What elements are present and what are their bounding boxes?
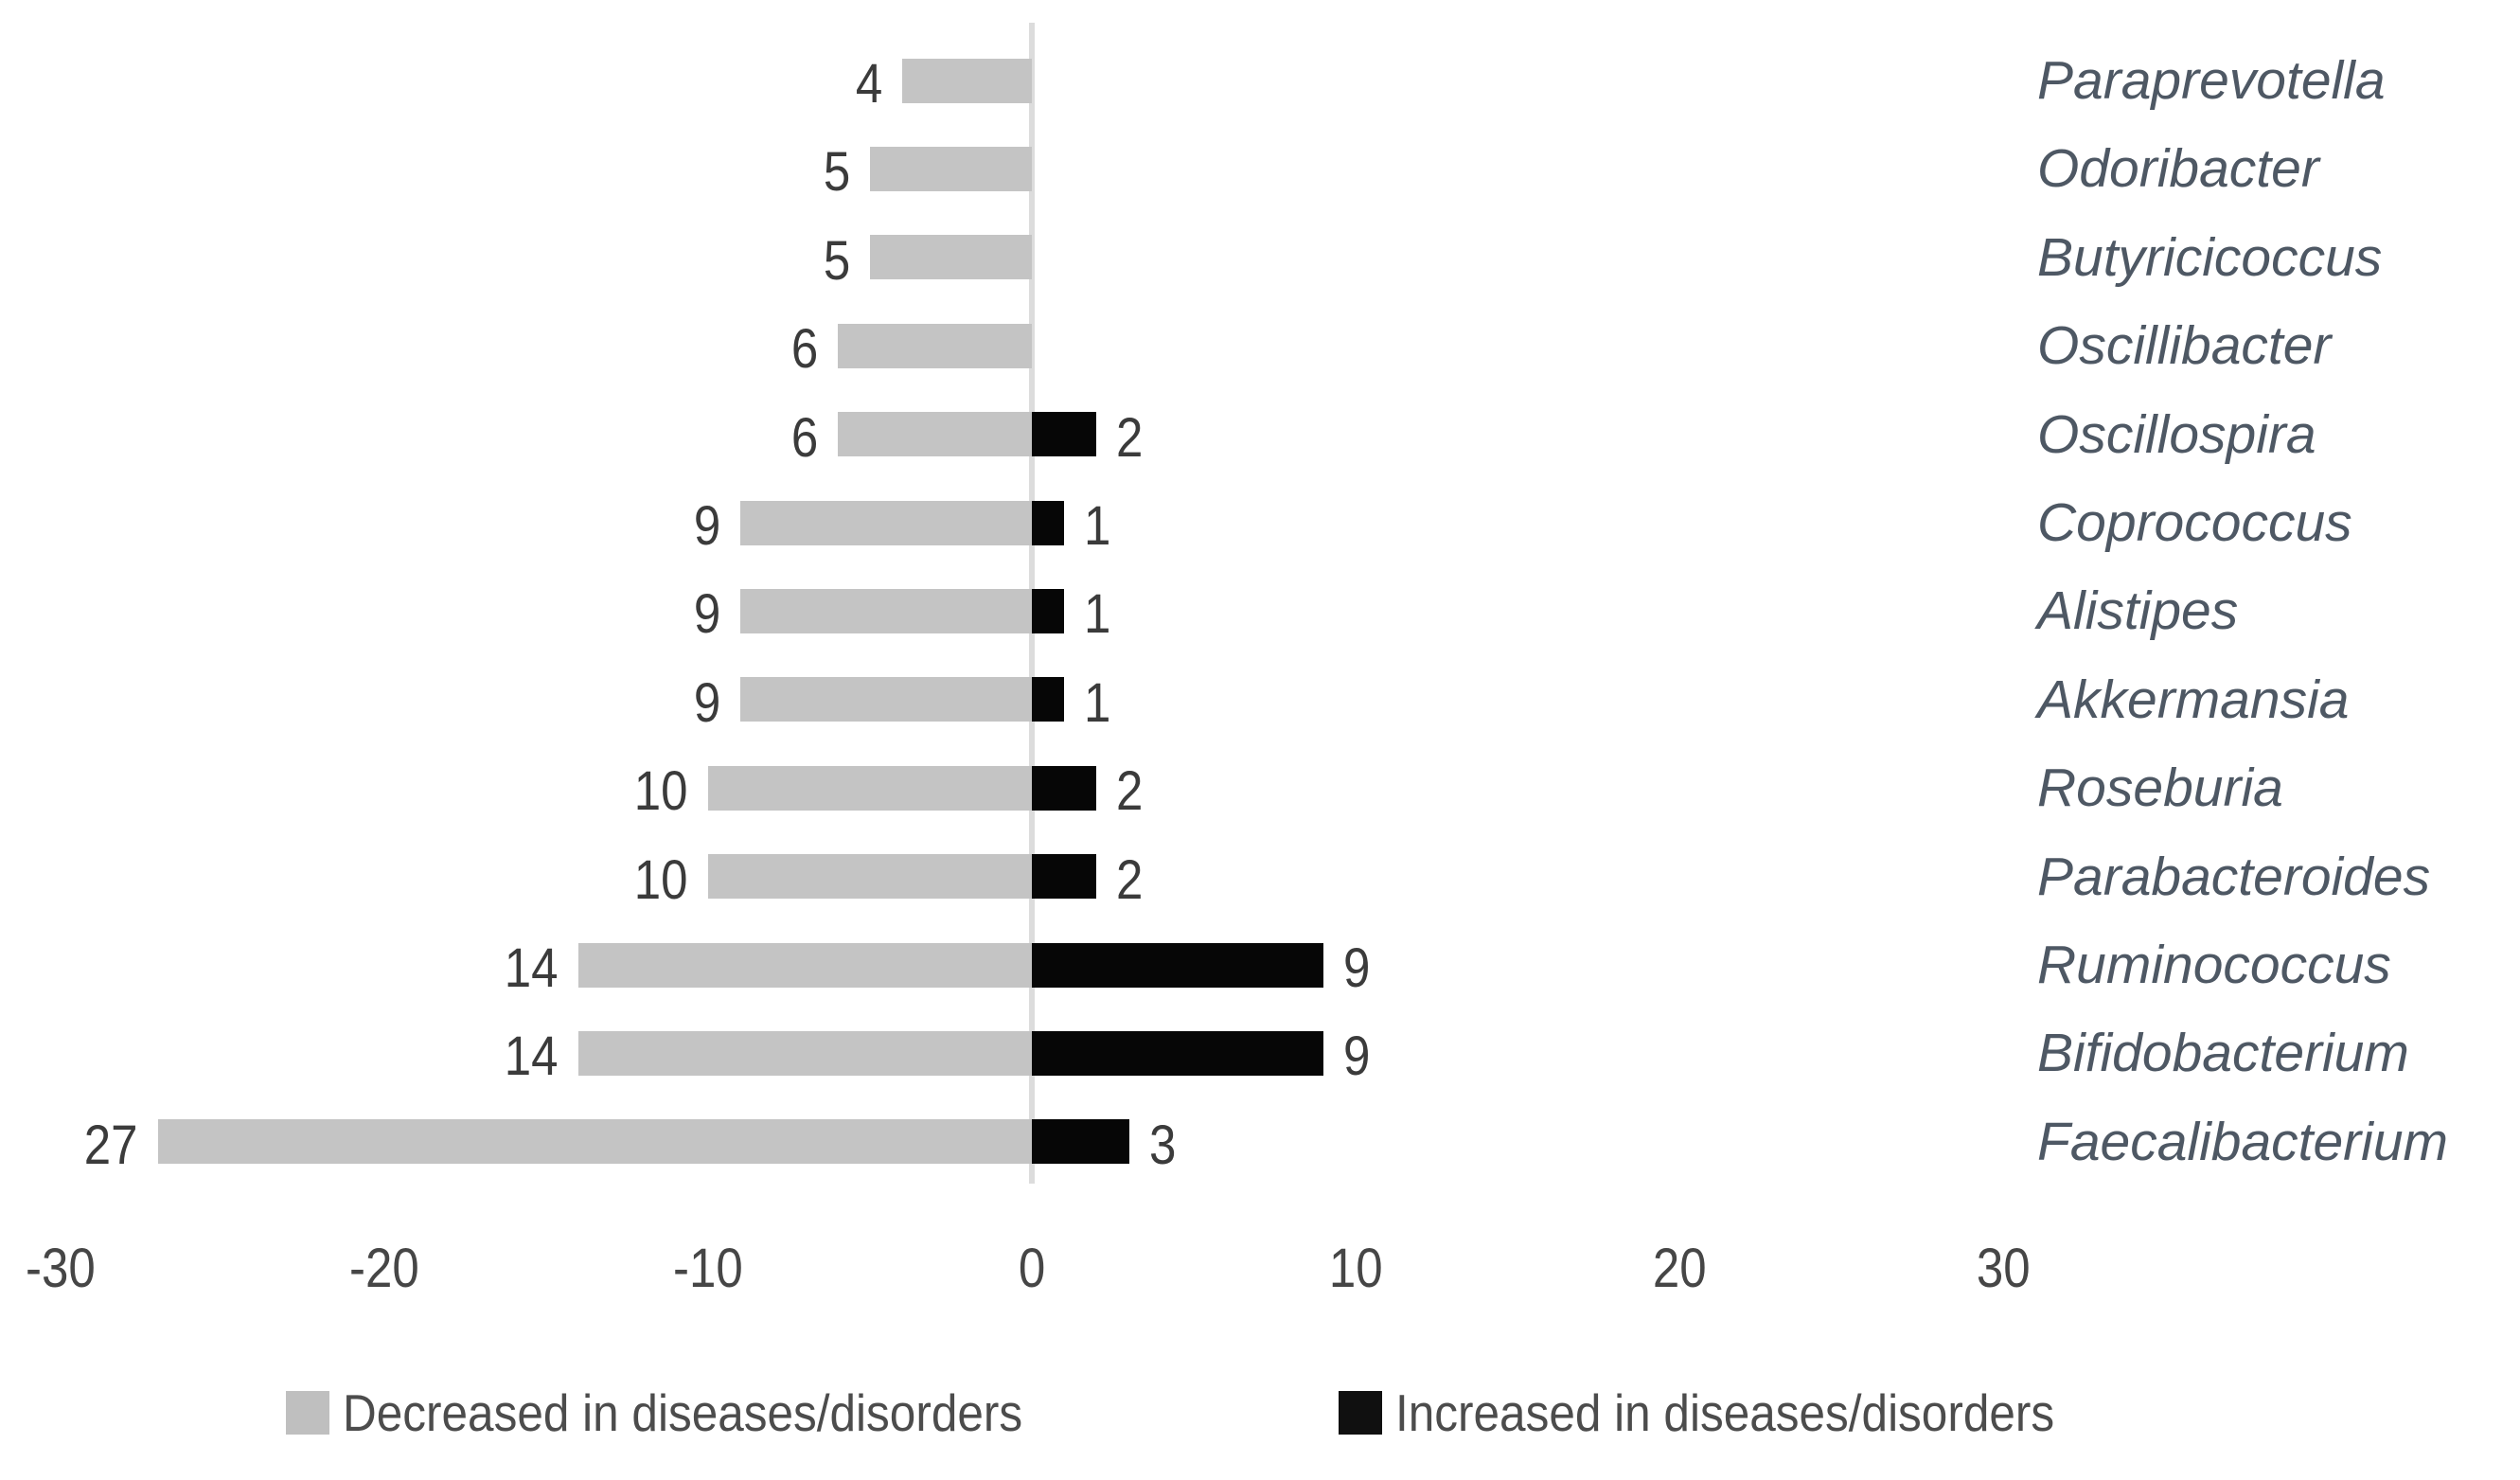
increased-value-label: 2 — [1116, 849, 1144, 911]
decreased-bar — [708, 854, 1032, 899]
increased-value-label: 1 — [1084, 583, 1111, 645]
legend-label-decreased: Decreased in diseases/disorders — [343, 1383, 1023, 1442]
increased-swatch-icon — [1339, 1391, 1382, 1435]
decreased-value-label: 10 — [634, 849, 688, 911]
category-label: Coprococcus — [2037, 492, 2352, 553]
decreased-value-label: 4 — [855, 53, 882, 115]
decreased-value-label: 5 — [823, 141, 850, 203]
increased-value-label: 2 — [1116, 760, 1144, 822]
increased-bar — [1032, 1031, 1323, 1076]
category-label: Paraprevotella — [2037, 50, 2386, 111]
category-label: Oscillospira — [2037, 404, 2316, 465]
increased-bar — [1032, 412, 1096, 456]
decreased-bar — [838, 324, 1032, 368]
decreased-bar — [578, 1031, 1032, 1076]
category-label: Parabacteroides — [2037, 847, 2431, 907]
increased-bar — [1032, 589, 1064, 633]
category-label: Oscillibacter — [2037, 315, 2332, 376]
decreased-value-label: 6 — [790, 318, 818, 380]
decreased-bar — [740, 501, 1032, 545]
decreased-value-label: 9 — [693, 583, 720, 645]
category-label: Akkermansia — [2037, 669, 2350, 730]
decreased-bar — [902, 59, 1032, 103]
increased-value-label: 1 — [1084, 495, 1111, 557]
legend-item-decreased: Decreased in diseases/disorders — [286, 1384, 1098, 1441]
x-axis-tick-label: 20 — [1652, 1238, 1707, 1299]
increased-bar — [1032, 854, 1096, 899]
decreased-bar — [740, 677, 1032, 722]
x-axis-tick-label: -10 — [673, 1238, 743, 1299]
x-axis-tick-label: 0 — [1018, 1238, 1046, 1299]
decreased-bar — [578, 943, 1032, 988]
category-label: Faecalibacterium — [2037, 1112, 2449, 1172]
legend: Decreased in diseases/disorders Increase… — [0, 1384, 2520, 1441]
decreased-value-label: 14 — [505, 1025, 559, 1087]
increased-value-label: 2 — [1116, 407, 1144, 469]
increased-value-label: 9 — [1343, 937, 1371, 999]
increased-bar — [1032, 1119, 1129, 1164]
increased-bar — [1032, 766, 1096, 811]
decreased-value-label: 6 — [790, 407, 818, 469]
category-label: Odoribacter — [2037, 138, 2319, 199]
increased-bar — [1032, 501, 1064, 545]
increased-bar — [1032, 943, 1323, 988]
increased-value-label: 9 — [1343, 1025, 1371, 1087]
legend-label-increased: Increased in diseases/disorders — [1395, 1383, 2055, 1442]
decreased-value-label: 9 — [693, 672, 720, 734]
legend-item-increased: Increased in diseases/disorders — [1339, 1384, 2127, 1441]
decreased-value-label: 14 — [505, 937, 559, 999]
x-axis-tick-label: -20 — [349, 1238, 419, 1299]
decreased-bar — [870, 147, 1032, 191]
decreased-value-label: 27 — [84, 1114, 138, 1176]
x-axis-tick-label: 10 — [1328, 1238, 1383, 1299]
increased-value-label: 1 — [1084, 672, 1111, 734]
increased-value-label: 3 — [1149, 1114, 1177, 1176]
x-axis-tick-label: -30 — [26, 1238, 96, 1299]
category-label: Alistipes — [2037, 580, 2239, 641]
x-axis-tick-label: 30 — [1976, 1238, 2031, 1299]
category-label: Butyricicoccus — [2037, 227, 2383, 288]
category-label: Roseburia — [2037, 758, 2283, 818]
decreased-value-label: 9 — [693, 495, 720, 557]
category-label: Bifidobacterium — [2037, 1023, 2409, 1083]
decreased-value-label: 5 — [823, 230, 850, 292]
decreased-swatch-icon — [286, 1391, 329, 1435]
decreased-bar — [740, 589, 1032, 633]
decreased-bar — [708, 766, 1032, 811]
decreased-bar — [870, 235, 1032, 279]
decreased-bar — [838, 412, 1032, 456]
increased-bar — [1032, 677, 1064, 722]
decreased-value-label: 10 — [634, 760, 688, 822]
decreased-bar — [158, 1119, 1032, 1164]
category-label: Ruminococcus — [2037, 935, 2391, 995]
